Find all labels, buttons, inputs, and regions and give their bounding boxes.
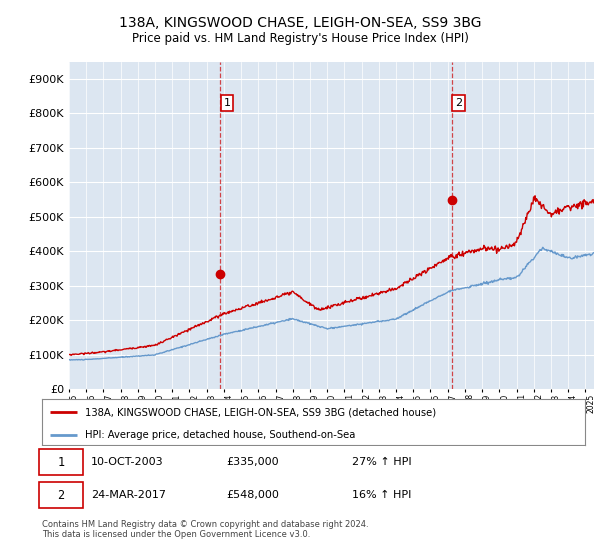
Text: 138A, KINGSWOOD CHASE, LEIGH-ON-SEA, SS9 3BG: 138A, KINGSWOOD CHASE, LEIGH-ON-SEA, SS9… bbox=[119, 16, 481, 30]
Text: 2: 2 bbox=[58, 489, 65, 502]
FancyBboxPatch shape bbox=[39, 482, 83, 508]
Text: HPI: Average price, detached house, Southend-on-Sea: HPI: Average price, detached house, Sout… bbox=[85, 430, 356, 440]
Text: £335,000: £335,000 bbox=[227, 457, 279, 467]
Text: 138A, KINGSWOOD CHASE, LEIGH-ON-SEA, SS9 3BG (detached house): 138A, KINGSWOOD CHASE, LEIGH-ON-SEA, SS9… bbox=[85, 407, 437, 417]
Text: 2: 2 bbox=[455, 98, 462, 108]
Text: 10-OCT-2003: 10-OCT-2003 bbox=[91, 457, 163, 467]
Text: 1: 1 bbox=[224, 98, 230, 108]
Text: 1: 1 bbox=[58, 456, 65, 469]
Text: £548,000: £548,000 bbox=[227, 490, 280, 500]
Text: Price paid vs. HM Land Registry's House Price Index (HPI): Price paid vs. HM Land Registry's House … bbox=[131, 32, 469, 45]
Text: 27% ↑ HPI: 27% ↑ HPI bbox=[352, 457, 411, 467]
Text: 24-MAR-2017: 24-MAR-2017 bbox=[91, 490, 166, 500]
Text: 16% ↑ HPI: 16% ↑ HPI bbox=[352, 490, 411, 500]
Text: Contains HM Land Registry data © Crown copyright and database right 2024.
This d: Contains HM Land Registry data © Crown c… bbox=[42, 520, 368, 539]
FancyBboxPatch shape bbox=[39, 449, 83, 475]
